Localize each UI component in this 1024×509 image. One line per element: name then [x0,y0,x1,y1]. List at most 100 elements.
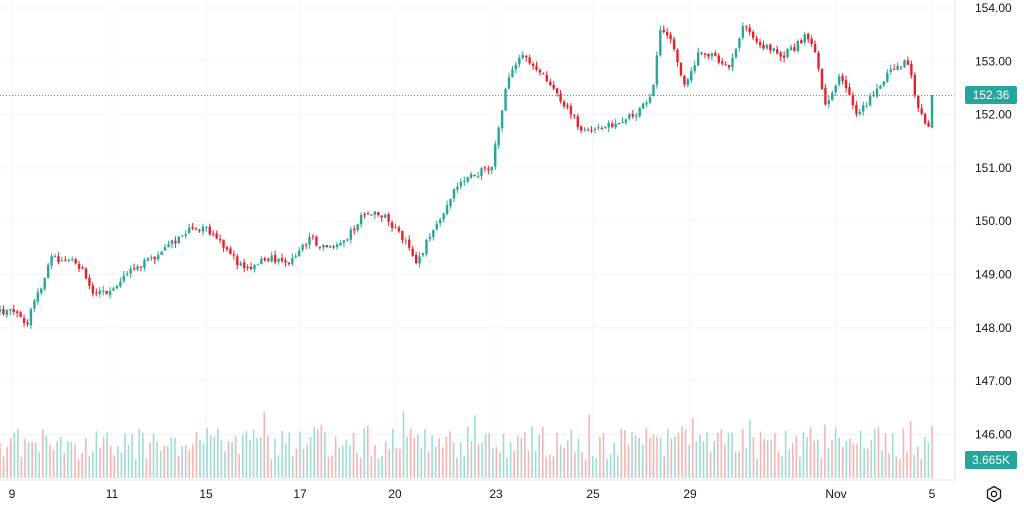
volume-bar [95,431,98,478]
volume-bar [238,454,241,478]
candle-body [222,239,225,248]
candle-body [153,256,156,260]
volume-bar [120,452,123,478]
candle-body [903,60,906,68]
candle-body [19,312,22,318]
candle-body [339,242,342,246]
volume-bar [477,444,480,478]
candle-body [473,175,476,177]
candle-body [789,47,793,51]
price-tick-label: 148.00 [975,321,1012,335]
volume-bar [924,436,926,478]
volume-bar [706,432,708,478]
volume-bar [816,439,819,478]
price-tick-label: 152.00 [975,108,1012,122]
time-tick-label: 29 [683,487,697,501]
volume-bar [227,441,230,478]
candle-body [645,102,648,105]
candle-body [163,247,167,251]
candle-body [497,127,500,146]
volume-bar [42,429,44,478]
last-volume-badge: 3.665K [965,451,1017,469]
candle-body [487,168,490,170]
candle-body [638,107,641,117]
time-axis[interactable]: 9 11 15 17 20 23 25 29 Nov 5 [9,487,936,501]
candle-body [101,290,105,292]
volume-bar [106,432,108,478]
candle-body [411,248,414,256]
volume-bar [752,437,755,478]
volume-bar [556,432,558,478]
volume-bar [795,436,798,478]
candle-body [115,285,119,289]
volume-bar [145,458,148,478]
volume-bar [670,438,673,478]
candle-body [800,40,803,44]
candle-body [126,273,129,276]
candle-body [494,144,497,167]
volume-bar [159,450,162,478]
candle-body [607,122,610,128]
volume-bar [620,428,623,478]
candle-body [129,268,132,274]
volume-bar [242,434,244,478]
candle-body [432,229,435,238]
candle-body [191,227,194,229]
volume-bar [206,428,208,478]
volume-bar [59,437,62,478]
candle-body [748,27,751,33]
candle-body [239,263,242,266]
candle-body [377,212,380,215]
volume-bar [377,458,380,478]
candle-body [291,258,294,264]
volume-bar [641,444,644,478]
candle-body [53,255,57,257]
candle-body [751,31,755,38]
volume-bar [763,438,765,478]
candle-body [693,65,696,72]
volume-bar [27,442,30,478]
volume-bar [820,458,823,478]
volume-bar [249,439,251,478]
candle-body [366,213,370,215]
candle-body [359,214,363,225]
volume-bar [367,425,369,478]
volume-bar [209,435,212,478]
candle-body [201,226,205,232]
volume-bar [466,426,469,478]
candle-body [738,38,741,48]
candle-body [2,308,5,315]
volume-bar [138,428,141,478]
chart-settings-button[interactable] [984,484,1004,504]
price-axis[interactable]: 154.00 153.00 152.00 151.00 150.00 149.00 148.… [975,1,1012,441]
candle-body [105,290,108,295]
volume-bar [324,432,326,478]
volume-bar [609,454,612,478]
volume-bar [681,425,683,478]
volume-bar [906,451,908,478]
time-tick-label: 5 [929,487,936,501]
candle-body [593,128,597,130]
volume-bar [149,442,151,478]
candle-body [208,226,211,235]
candle-body [187,227,191,234]
candle-body [160,251,163,255]
volume-bar [563,447,565,478]
volume-bar [599,436,601,478]
volume-bar [606,458,608,478]
volume-bar [834,427,837,478]
candle-body [524,56,528,58]
volume-bar [224,451,226,478]
time-tick-label: 20 [388,487,402,501]
candle-body [831,92,834,101]
volume-bar [177,455,180,478]
candle-body [167,244,170,248]
candle-body [84,268,88,279]
candle-body [727,65,731,68]
candle-body [745,26,748,28]
volume-bar [584,459,587,478]
volume-bar [663,456,665,478]
volume-bar [899,458,901,478]
